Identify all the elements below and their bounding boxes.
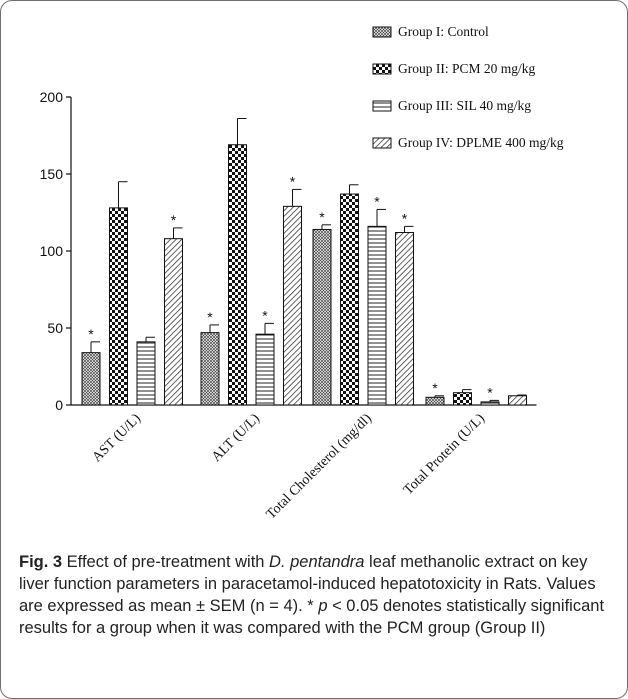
caption-text-1: Effect of pre-treatment with	[62, 553, 270, 571]
bar	[164, 238, 183, 406]
significance-marker: *	[319, 209, 325, 225]
bar	[453, 392, 472, 406]
legend: Group I: Control Group II: PCM 20 mg/kg Gr…	[372, 24, 564, 150]
bar	[109, 207, 128, 406]
legend-label: Group I: Control	[398, 24, 489, 39]
x-tick-label: ALT (U/L)	[209, 411, 263, 465]
y-tick-label: 200	[40, 89, 64, 105]
significance-marker: *	[402, 210, 408, 226]
bar	[395, 232, 414, 406]
figure-caption: Fig. 3 Effect of pre-treatment with D. p…	[19, 551, 619, 639]
y-tick-label: 150	[40, 166, 64, 182]
significance-marker: *	[374, 193, 380, 209]
bar	[81, 352, 101, 406]
bar-chart: 0 50 100 150 200 * * * * * * * * * * AST (U/L) ALT (U/…	[40, 24, 564, 522]
caption-species: D. pentandra	[269, 553, 365, 571]
legend-swatch	[372, 26, 392, 38]
bar	[425, 396, 445, 406]
legend-label: Group IV: DPLME 400 mg/kg	[398, 135, 564, 150]
legend-swatch	[372, 137, 392, 149]
significance-marker: *	[487, 384, 493, 400]
significance-marker: *	[171, 212, 177, 228]
bar	[508, 395, 527, 406]
caption-fig-label: Fig. 3	[19, 553, 63, 571]
significance-marker: *	[432, 380, 438, 396]
x-tick-label: AST (U/L)	[90, 411, 144, 465]
y-tick-label: 0	[55, 397, 63, 413]
bar	[228, 144, 247, 406]
significance-marker: *	[88, 326, 94, 342]
significance-marker: *	[262, 307, 268, 323]
x-tick-label: Total Cholesterol (mg/dl)	[264, 411, 375, 522]
significance-marker: *	[207, 309, 213, 325]
bars: * * * * * * * * * *	[81, 118, 527, 406]
bar	[283, 205, 302, 406]
caption-p-symbol: p	[318, 597, 328, 615]
legend-swatch	[372, 63, 392, 75]
bar	[340, 193, 359, 406]
x-tick-labels: AST (U/L) ALT (U/L) Total Cholesterol (mg/…	[90, 411, 488, 522]
bar	[480, 401, 500, 406]
bar	[255, 333, 275, 406]
bar	[200, 332, 220, 406]
significance-marker: *	[290, 173, 296, 189]
y-tick-label: 100	[40, 243, 64, 259]
y-tick-label: 50	[47, 320, 63, 336]
bar	[367, 225, 387, 406]
caption-text-2: leaf methanolic extract on key liver fun…	[19, 553, 596, 615]
legend-swatch	[372, 100, 392, 112]
bar	[136, 341, 156, 406]
x-tick-label: Total Protein (U/L)	[401, 411, 488, 498]
legend-label: Group III: SIL 40 mg/kg	[398, 98, 531, 113]
legend-label: Group II: PCM 20 mg/kg	[398, 61, 536, 76]
bar	[312, 228, 332, 406]
caption-text-3: < 0.05 denotes statistically significant…	[19, 597, 605, 637]
